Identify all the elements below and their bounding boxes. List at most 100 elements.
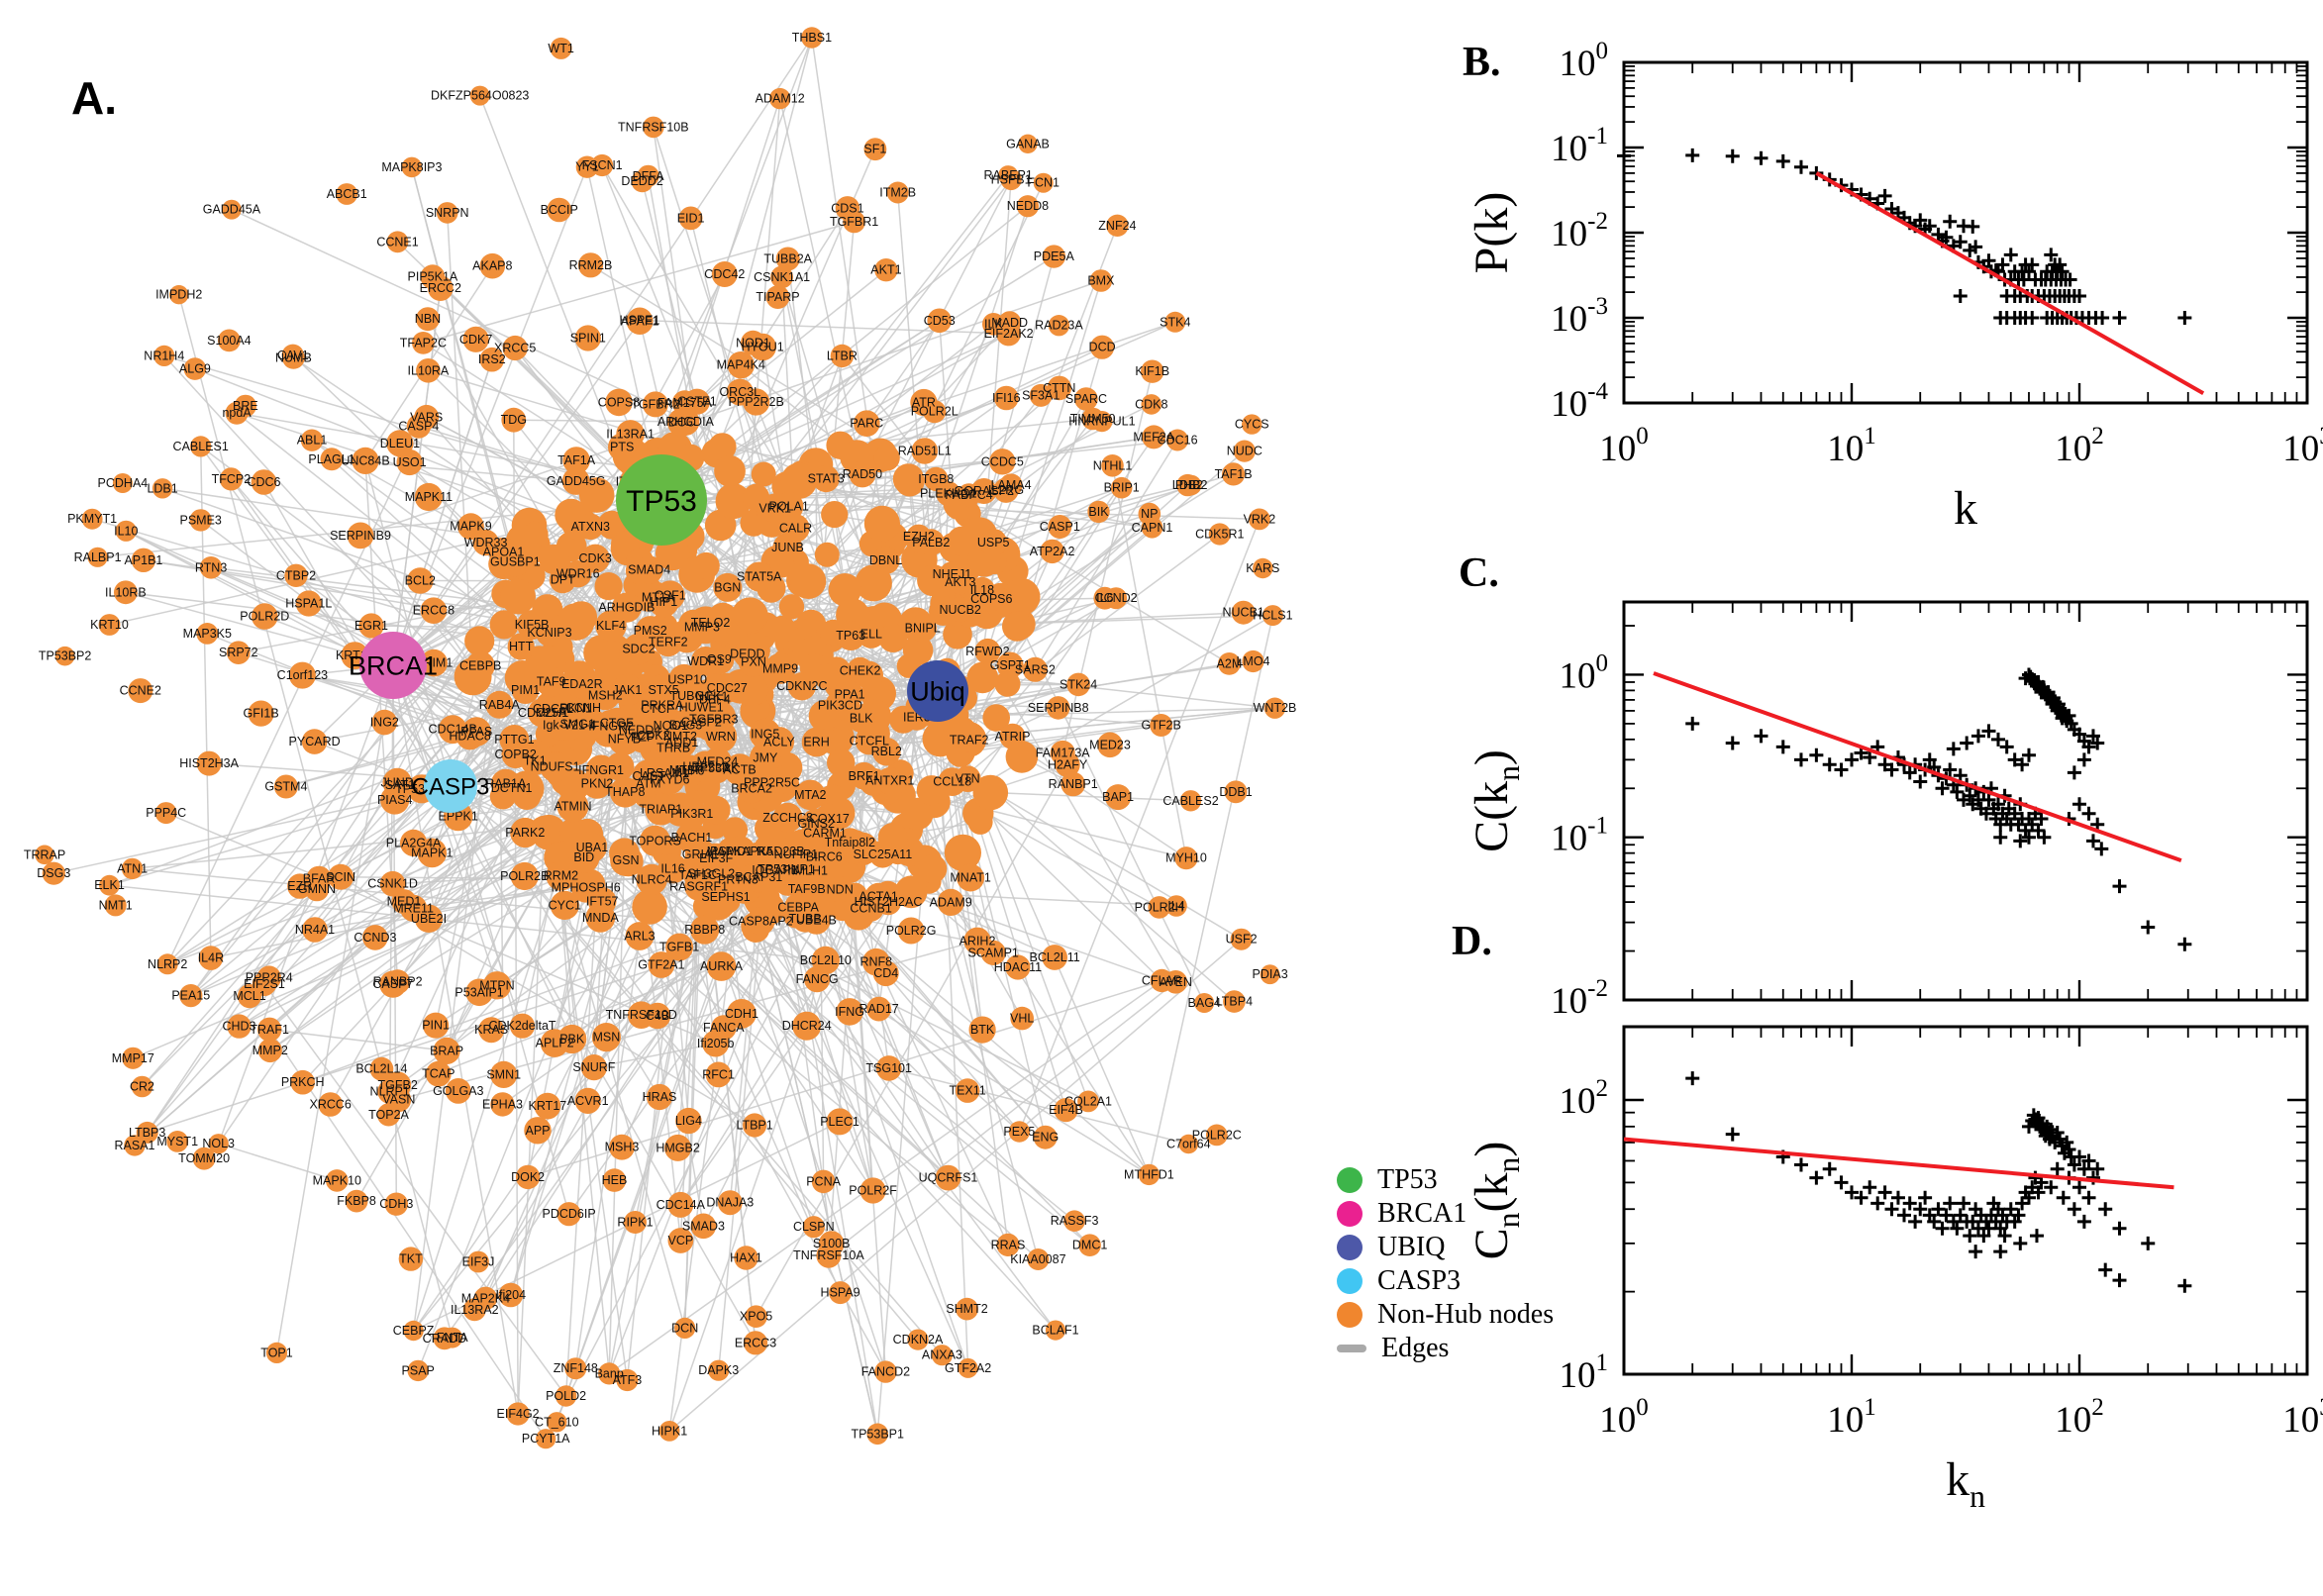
network-node-label: MSN [593, 1031, 621, 1045]
network-node [715, 483, 752, 520]
data-point-marker [2025, 257, 2040, 272]
network-node [580, 544, 610, 573]
network-node-label: PMS2 [634, 624, 667, 638]
data-point-marker [2062, 1142, 2076, 1156]
data-point-marker [2067, 1202, 2081, 1217]
data-point-marker [1913, 1202, 1928, 1217]
network-node-label: DDB1 [1219, 785, 1252, 799]
network-node-label: BRIP1 [1104, 481, 1140, 495]
network-node [743, 388, 770, 416]
network-node [198, 946, 224, 970]
data-point-marker [2094, 842, 2109, 856]
data-point-marker [1970, 729, 1985, 744]
network-node-label: MLH1 [536, 706, 568, 720]
network-node-label: XPO5 [740, 1310, 772, 1324]
network-node-label: TIMM50 [1070, 412, 1116, 426]
data-point-marker [2021, 1190, 2036, 1205]
network-node-label: PIP5K1A [408, 270, 458, 284]
network-node-label: TOP1 [260, 1346, 292, 1359]
network-node [868, 841, 897, 868]
data-point-marker [1950, 1221, 1965, 1236]
network-node [597, 510, 627, 540]
network-node-label: USF2 [1226, 933, 1258, 947]
network-node-label: MCL1 [233, 989, 265, 1003]
network-node [479, 347, 505, 372]
network-node-label: EIF4G2 [497, 1407, 540, 1421]
data-point-marker [1913, 213, 1928, 228]
network-node-label: MSH3 [605, 1141, 640, 1154]
network-node-label: STAT5A [737, 570, 782, 584]
network-node-label: DCC [668, 416, 695, 430]
network-node [1047, 375, 1072, 401]
network-node-label: NDN [827, 882, 854, 896]
data-point-marker [2076, 1214, 2091, 1229]
panel-label-a: A. [71, 72, 117, 124]
network-node [587, 887, 617, 916]
network-node-label: EZH2 [903, 530, 935, 544]
network-node-label: ACTA1 [858, 890, 897, 904]
network-node-label: ITM2B [879, 186, 916, 200]
data-point-marker [2050, 1161, 2065, 1176]
network-node [318, 1092, 344, 1117]
network-node [1033, 172, 1054, 193]
data-point-marker [1775, 153, 1790, 168]
network-node-label: SNURF [572, 1060, 615, 1074]
network-node-label: MTBP [669, 763, 704, 777]
network-node [384, 1192, 408, 1216]
network-node [561, 467, 590, 495]
data-point-marker [2112, 311, 2127, 325]
network-node-label: ERCC2 [420, 281, 461, 295]
network-node [825, 690, 856, 721]
network-edge [218, 1143, 338, 1182]
network-node-label: NP [1141, 507, 1158, 521]
network-node-label: CDC6 [247, 475, 280, 489]
network-node [1063, 1210, 1085, 1232]
network-edge [639, 319, 1009, 335]
network-node [306, 865, 332, 892]
axis-label: kn [1946, 1453, 1985, 1514]
network-node-label: BNIPL [905, 621, 941, 635]
network-node [759, 493, 790, 524]
network-node [251, 469, 277, 495]
network-node [35, 845, 54, 865]
network-node [1022, 656, 1048, 682]
data-point-marker [1922, 219, 1937, 234]
network-node [1178, 1134, 1199, 1154]
network-node [326, 1169, 349, 1192]
network-hubs: TP53 BRCA1 Ubiq CASP3 [349, 454, 968, 813]
network-node [302, 917, 328, 943]
network-node-label: MAP2K4 [461, 1291, 510, 1305]
network-node-label: PDIA3 [1253, 967, 1288, 981]
network-edge [593, 1043, 716, 1068]
network-node-label: IL6 [1096, 591, 1113, 605]
data-point-marker [2062, 708, 2076, 723]
legend-item: Non-Hub nodes [1337, 1299, 1554, 1330]
network-node [810, 843, 839, 871]
network-node [407, 1359, 429, 1382]
network-node-label: THRB [656, 742, 690, 755]
network-node-label: SMG1 [559, 717, 594, 731]
network-node-label: DCN [671, 1321, 698, 1335]
network-node-label: PCNA [806, 1174, 841, 1188]
network-node-label: RANBP1 [1049, 777, 1098, 791]
network-node-label: TGFB1 [659, 941, 699, 954]
network-node-label: HDAC8 [449, 729, 490, 743]
network-node-label: HEB [602, 1173, 628, 1187]
network-node-label: P53AIP1 [454, 985, 503, 999]
network-node [257, 1017, 282, 1043]
network-node-label: CTBP2 [276, 568, 316, 582]
network-node-label: NMT2 [663, 730, 697, 744]
data-point-marker [1943, 1196, 1958, 1211]
network-node-label: ABL1 [297, 434, 328, 448]
network-node-label: SLC25A11 [854, 848, 913, 861]
network-node-label: RAD50 [843, 467, 882, 481]
network-node-label: KARS [1246, 561, 1279, 575]
network-node [498, 1282, 524, 1308]
network-node-label: GANAB [1006, 137, 1050, 150]
network-node-label: DBNL [869, 553, 902, 567]
network-node [1042, 245, 1066, 268]
network-node [396, 449, 423, 476]
network-node-label: CR2 [130, 1080, 154, 1094]
network-node-label: GSPT1 [990, 658, 1031, 672]
